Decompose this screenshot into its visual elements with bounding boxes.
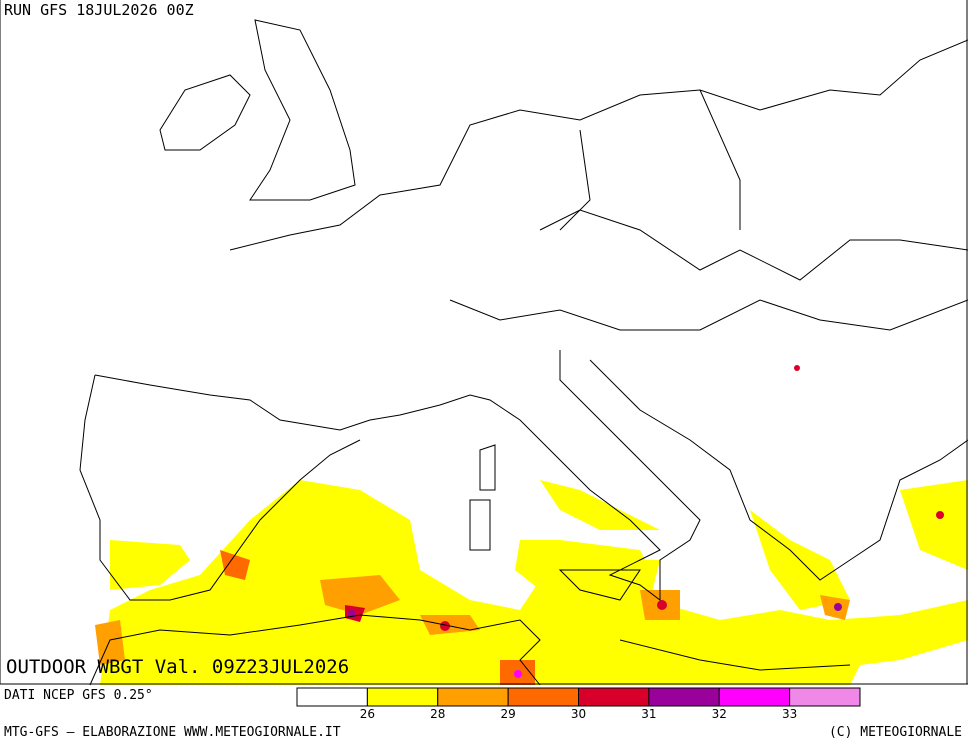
legend-swatch	[789, 687, 861, 707]
footer-right: (C) METEOGIORNALE	[828, 725, 962, 740]
legend-swatch	[648, 687, 720, 707]
coastlines	[79, 19, 968, 686]
source-label: DATI NCEP GFS 0.25°	[4, 688, 153, 703]
legend-label: 30	[570, 707, 587, 721]
legend-swatch	[366, 687, 439, 707]
legend-label: 29	[500, 707, 516, 721]
legend-swatch	[507, 687, 579, 707]
legend-swatch	[578, 687, 650, 707]
legend-swatch	[437, 687, 509, 707]
run-label: RUN GFS 18JUL2026 00Z	[4, 1, 194, 19]
legend-swatch	[296, 687, 368, 707]
legend	[296, 687, 861, 707]
legend-label: 32	[711, 707, 727, 721]
heat-areas	[95, 365, 968, 685]
legend-label: 33	[781, 707, 798, 721]
legend-label: 31	[641, 707, 657, 721]
legend-label: 28	[430, 707, 446, 721]
legend-swatch	[718, 687, 791, 707]
legend-label: 26	[359, 707, 376, 721]
valid-label: OUTDOOR WBGT Val. 09Z23JUL2026	[6, 656, 350, 678]
footer-left: MTG-GFS — ELABORAZIONE WWW.METEOGIORNALE…	[4, 725, 341, 740]
